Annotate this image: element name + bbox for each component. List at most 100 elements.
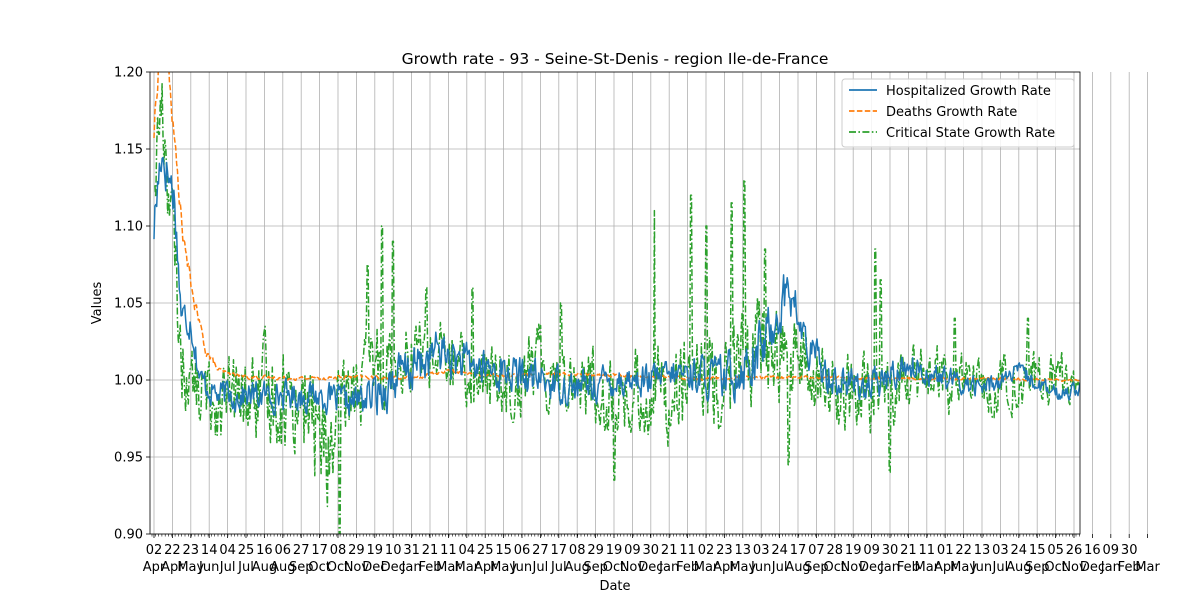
x-tick-day-label: 19 bbox=[606, 543, 623, 558]
x-tick-day-label: 29 bbox=[587, 543, 604, 558]
x-tick-day-label: 08 bbox=[569, 543, 586, 558]
x-tick-day-label: 09 bbox=[863, 543, 880, 558]
x-tick-day-label: 19 bbox=[845, 543, 862, 558]
x-tick-day-label: 17 bbox=[790, 543, 807, 558]
y-tick-label: 1.05 bbox=[114, 297, 143, 312]
x-tick-month-label: Feb bbox=[676, 560, 699, 575]
x-tick-month-label: Oct bbox=[603, 560, 625, 575]
x-tick-month-label: Jul bbox=[992, 560, 1009, 575]
x-tick-day-label: 17 bbox=[311, 543, 328, 558]
y-axis-ticks: 0.90 0.95 1.00 1.05 1.10 1.15 1.20 bbox=[114, 66, 150, 543]
x-tick-day-label: 19 bbox=[367, 543, 384, 558]
legend-label-hospitalized: Hospitalized Growth Rate bbox=[886, 84, 1051, 99]
x-tick-month-label: Apr bbox=[934, 560, 957, 575]
x-tick-month-label: Jul bbox=[219, 560, 236, 575]
x-tick-month-label: Mar bbox=[1135, 560, 1160, 575]
x-tick-month-label: Mar bbox=[455, 560, 480, 575]
x-tick-day-label: 13 bbox=[974, 543, 991, 558]
x-tick-day-label: 29 bbox=[348, 543, 365, 558]
x-tick-day-label: 30 bbox=[1121, 543, 1138, 558]
x-tick-month-label: Feb bbox=[418, 560, 441, 575]
x-tick-month-label: Oct bbox=[824, 560, 846, 575]
x-tick-month-label: Jul bbox=[237, 560, 254, 575]
x-tick-month-label: Dec bbox=[638, 560, 663, 575]
x-tick-day-label: 28 bbox=[827, 543, 844, 558]
x-tick-month-label: Oct bbox=[1044, 560, 1066, 575]
x-tick-month-label: Aug bbox=[252, 560, 277, 575]
x-tick-month-label: May bbox=[177, 560, 204, 575]
x-tick-day-label: 23 bbox=[716, 543, 733, 558]
x-tick-day-label: 03 bbox=[753, 543, 770, 558]
series-lines bbox=[153, 72, 1080, 534]
x-tick-day-label: 31 bbox=[403, 543, 420, 558]
x-tick-day-label: 22 bbox=[955, 543, 972, 558]
x-tick-month-label: Aug bbox=[1006, 560, 1031, 575]
x-tick-day-label: 02 bbox=[146, 543, 163, 558]
x-tick-day-label: 02 bbox=[698, 543, 715, 558]
y-tick-label: 0.90 bbox=[114, 528, 143, 543]
x-tick-day-label: 09 bbox=[1103, 543, 1120, 558]
x-tick-month-label: Oct bbox=[308, 560, 330, 575]
x-tick-month-label: Apr bbox=[713, 560, 736, 575]
x-tick-month-label: Nov bbox=[841, 560, 867, 575]
x-tick-day-label: 25 bbox=[477, 543, 494, 558]
x-tick-day-label: 04 bbox=[219, 543, 236, 558]
x-tick-month-label: Dec bbox=[362, 560, 387, 575]
y-tick-label: 1.10 bbox=[114, 220, 143, 235]
x-tick-day-label: 11 bbox=[440, 543, 457, 558]
x-tick-month-label: Jul bbox=[532, 560, 549, 575]
x-tick-month-label: Sep bbox=[804, 560, 829, 575]
x-tick-day-label: 15 bbox=[495, 543, 512, 558]
x-tick-day-label: 13 bbox=[735, 543, 752, 558]
x-tick-day-label: 06 bbox=[514, 543, 531, 558]
x-tick-day-label: 21 bbox=[900, 543, 917, 558]
y-tick-label: 0.95 bbox=[114, 451, 143, 466]
x-tick-day-label: 11 bbox=[919, 543, 936, 558]
x-tick-month-label: Aug bbox=[565, 560, 590, 575]
x-tick-day-label: 21 bbox=[422, 543, 439, 558]
x-tick-day-label: 03 bbox=[992, 543, 1009, 558]
x-tick-day-label: 23 bbox=[183, 543, 200, 558]
legend-label-critical: Critical State Growth Rate bbox=[886, 126, 1055, 141]
x-tick-month-label: Dec bbox=[859, 560, 884, 575]
x-tick-month-label: Jun bbox=[511, 560, 532, 575]
x-tick-day-label: 09 bbox=[624, 543, 641, 558]
x-tick-day-label: 21 bbox=[661, 543, 678, 558]
x-tick-month-label: Jun bbox=[198, 560, 219, 575]
x-tick-month-label: Nov bbox=[1061, 560, 1087, 575]
x-tick-month-label: May bbox=[729, 560, 756, 575]
x-tick-day-label: 04 bbox=[459, 543, 476, 558]
x-tick-day-label: 22 bbox=[164, 543, 181, 558]
x-tick-month-label: Sep bbox=[289, 560, 314, 575]
x-tick-day-label: 27 bbox=[293, 543, 310, 558]
x-tick-day-label: 24 bbox=[1011, 543, 1028, 558]
x-tick-month-label: Aug bbox=[270, 560, 295, 575]
x-tick-day-label: 24 bbox=[771, 543, 788, 558]
x-tick-month-label: May bbox=[950, 560, 977, 575]
chart-title: Growth rate - 93 - Seine-St-Denis - regi… bbox=[402, 50, 829, 68]
x-tick-month-label: Nov bbox=[344, 560, 370, 575]
x-tick-day-label: 14 bbox=[201, 543, 218, 558]
x-tick-month-label: Sep bbox=[1025, 560, 1050, 575]
x-tick-day-label: 30 bbox=[643, 543, 660, 558]
legend: Hospitalized Growth Rate Deaths Growth R… bbox=[841, 78, 1075, 148]
x-tick-day-label: 16 bbox=[256, 543, 273, 558]
x-tick-day-label: 11 bbox=[679, 543, 696, 558]
x-tick-day-label: 07 bbox=[808, 543, 825, 558]
x-tick-day-label: 26 bbox=[1066, 543, 1083, 558]
x-tick-month-label: Oct bbox=[327, 560, 349, 575]
x-tick-day-label: 27 bbox=[532, 543, 549, 558]
series-line-critical-state-growth-rate bbox=[154, 82, 1080, 534]
x-tick-month-label: Jul bbox=[771, 560, 788, 575]
x-tick-month-label: Jan bbox=[879, 560, 900, 575]
legend-box bbox=[841, 78, 1075, 148]
x-tick-month-label: Feb bbox=[897, 560, 920, 575]
x-tick-month-label: Mar bbox=[436, 560, 461, 575]
y-tick-label: 1.00 bbox=[114, 374, 143, 389]
x-tick-month-label: Jan bbox=[658, 560, 679, 575]
x-tick-month-label: Sep bbox=[583, 560, 608, 575]
x-tick-day-label: 08 bbox=[330, 543, 347, 558]
series-line-hospitalized-growth-rate bbox=[153, 156, 1080, 416]
x-tick-month-label: Apr bbox=[161, 560, 184, 575]
x-tick-day-label: 05 bbox=[1047, 543, 1064, 558]
